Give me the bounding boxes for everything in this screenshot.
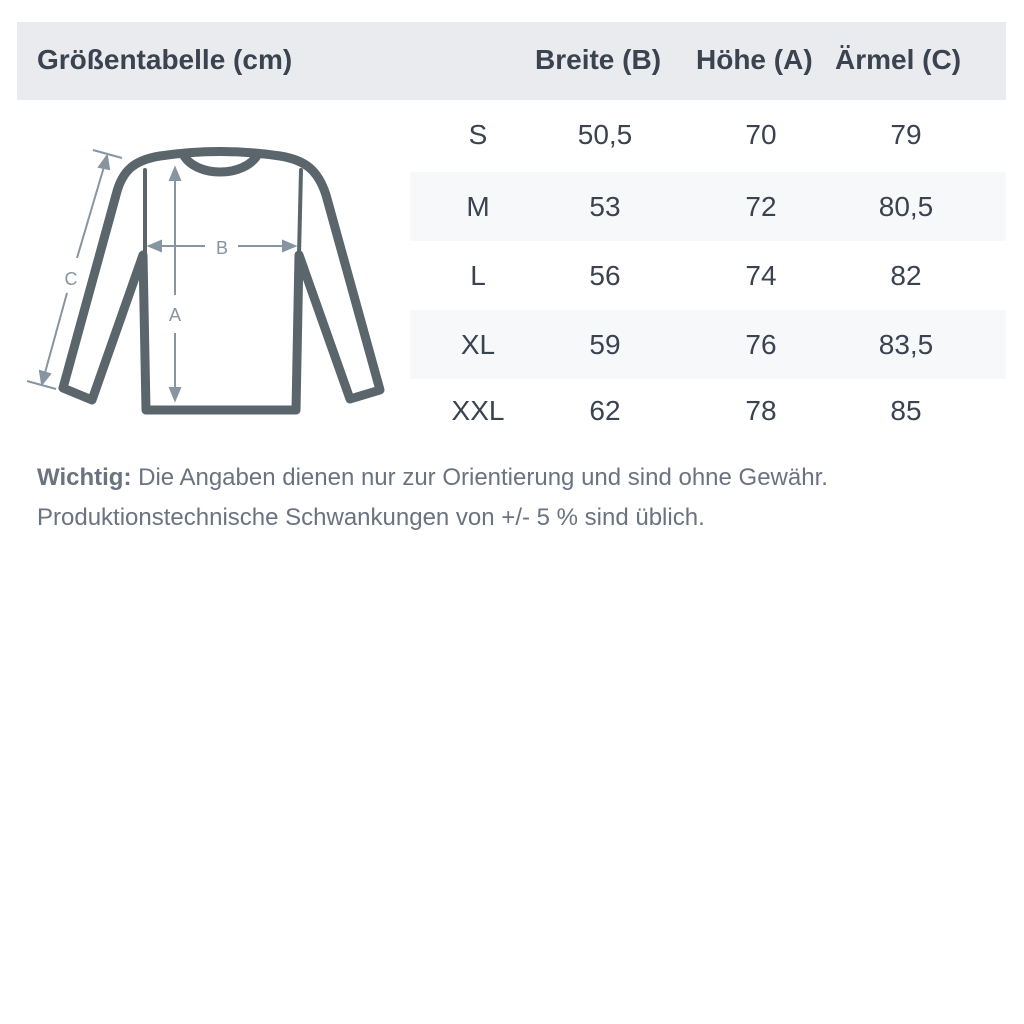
height-cell: 72 [745,191,777,222]
disclaimer-note: Wichtig: Die Angaben dienen nur zur Orie… [37,458,828,538]
note-line-1: Die Angaben dienen nur zur Orientierung … [131,464,828,491]
column-header-width: Breite (B) [535,44,662,75]
height-cell: 78 [745,395,777,426]
sweater-outline-icon [58,147,385,415]
height-cell: 74 [745,260,777,291]
page-title: Größentabelle (cm) [37,44,293,75]
width-cell: 53 [589,191,621,222]
note-line-2: Produktionstechnische Schwankungen von +… [37,504,705,531]
column-header-sleeve: Ärmel (C) [835,44,962,75]
height-cell: 70 [745,119,777,150]
table-header: Größentabelle (cm) Breite (B) Höhe (A) Ä… [17,22,1006,100]
width-cell: 50,5 [577,119,633,150]
size-cell: XL [460,329,496,360]
sleeve-cell: 80,5 [878,191,934,222]
width-cell: 62 [589,395,621,426]
note-label: Wichtig: [37,464,132,491]
sleeve-cell: 79 [890,119,922,150]
width-cell: 56 [589,260,621,291]
label-a: A [169,305,181,325]
measurement-arrows [26,149,298,403]
label-b: B [216,238,228,258]
label-c: C [65,269,78,289]
table-row: XL 59 76 83,5 [410,310,1006,379]
table-row: S 50,5 70 79 [410,100,1006,169]
size-cell: S [468,119,488,150]
size-cell: M [466,191,490,222]
size-cell: XXL [451,395,505,426]
sleeve-cell: 85 [890,395,922,426]
size-cell: L [470,260,486,291]
table-row: L 56 74 82 [410,241,1006,310]
sleeve-cell: 82 [890,260,922,291]
table-row: M 53 72 80,5 [410,172,1006,241]
width-cell: 59 [589,329,621,360]
column-header-height: Höhe (A) [696,44,813,75]
sleeve-cell: 83,5 [878,329,934,360]
table-row: XXL 62 78 85 [410,376,1006,445]
height-cell: 76 [745,329,777,360]
